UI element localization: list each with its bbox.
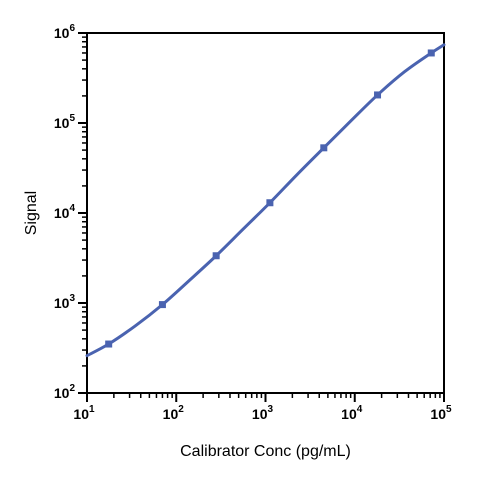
plot-frame <box>86 32 445 394</box>
plot-area <box>85 43 446 358</box>
y-tick-label: 102 <box>54 383 76 401</box>
x-tick-label: 103 <box>252 404 274 422</box>
x-tick-label: 102 <box>163 404 185 422</box>
x-tick-label: 101 <box>73 404 95 422</box>
data-point <box>374 91 382 99</box>
x-axis-ticks: 101 102 103 104 105 <box>73 393 452 422</box>
data-point <box>158 301 166 309</box>
y-tick-label: 103 <box>54 293 76 311</box>
x-axis-title: Calibrator Conc (pg/mL) <box>180 443 351 460</box>
y-axis-ticks: 102 103 104 105 106 <box>54 23 87 401</box>
x-tick-label: 104 <box>341 404 363 422</box>
fit-curve <box>85 43 446 358</box>
data-markers <box>105 49 435 348</box>
y-tick-label: 106 <box>54 23 76 41</box>
y-axis-title: Signal <box>23 191 40 235</box>
data-point <box>212 252 220 260</box>
y-tick-label: 105 <box>54 113 76 131</box>
data-point <box>320 144 328 152</box>
data-point <box>266 199 274 207</box>
data-point <box>105 340 113 348</box>
data-point <box>427 49 435 57</box>
y-tick-label: 104 <box>54 203 76 221</box>
x-tick-label: 105 <box>430 404 452 422</box>
